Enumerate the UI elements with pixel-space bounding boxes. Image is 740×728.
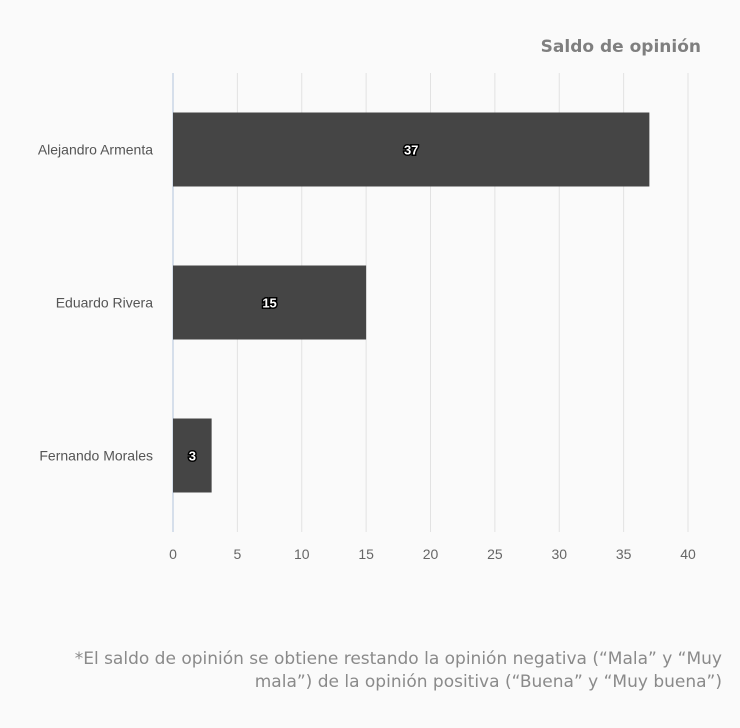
data-label-1: 15 (262, 296, 276, 311)
chart-title: Saldo de opinión (540, 37, 701, 57)
x-tick-label-0: 0 (169, 546, 177, 562)
footnote: *El saldo de opinión se obtiene restando… (74, 649, 722, 692)
x-tick-label-25: 25 (487, 546, 503, 562)
bar-2 (173, 418, 212, 493)
x-tick-label-15: 15 (358, 546, 374, 562)
data-label-0: 37 (404, 143, 418, 158)
category-label-2: Fernando Morales (39, 448, 153, 464)
category-label-1: Eduardo Rivera (56, 295, 153, 311)
y-axis-categories: Alejandro Armenta Eduardo Rivera Fernando … (38, 142, 153, 464)
x-tick-label-30: 30 (551, 546, 567, 562)
data-label-2: 3 (189, 449, 196, 464)
x-tick-label-35: 35 (616, 546, 632, 562)
bars: 37 15 3 (173, 112, 650, 493)
x-tick-label-40: 40 (680, 546, 696, 562)
bar-1 (173, 265, 367, 340)
x-tick-label-5: 5 (233, 546, 241, 562)
bar-chart: 37 15 3 0 5 10 15 20 25 30 35 40 Alejandro Armenta… (38, 73, 696, 562)
x-tick-label-10: 10 (294, 546, 310, 562)
bar-0 (173, 112, 650, 187)
category-label-0: Alejandro Armenta (38, 142, 153, 158)
x-axis-ticks: 0 5 10 15 20 25 30 35 40 (169, 546, 696, 562)
x-tick-label-20: 20 (423, 546, 439, 562)
